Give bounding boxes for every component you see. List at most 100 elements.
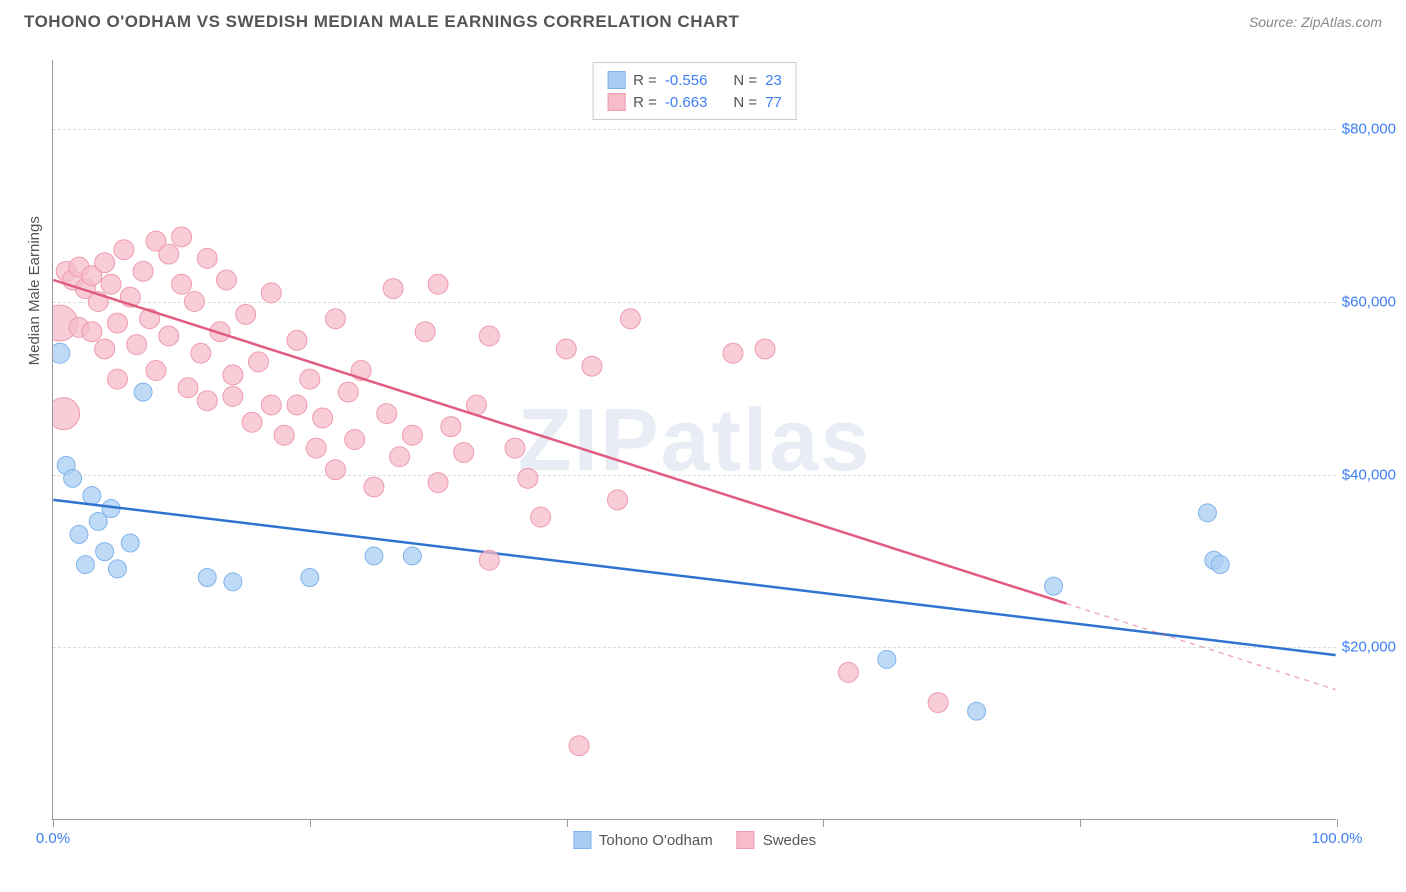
scatter-point-swedes: [928, 693, 948, 713]
scatter-point-swedes: [159, 326, 179, 346]
scatter-point-swedes: [582, 356, 602, 376]
source-credit: Source: ZipAtlas.com: [1249, 14, 1382, 30]
scatter-point-swedes: [197, 248, 217, 268]
scatter-point-swedes: [261, 395, 281, 415]
scatter-point-swedes: [345, 430, 365, 450]
y-axis-title: Median Male Earnings: [26, 216, 43, 365]
legend-item-tohono: Tohono O'odham: [573, 831, 713, 849]
x-tick: [567, 819, 568, 827]
scatter-point-swedes: [338, 382, 358, 402]
y-tick-label: $20,000: [1342, 639, 1396, 656]
scatter-point-tohono: [83, 487, 101, 505]
swatch-tohono: [607, 71, 625, 89]
scatter-point-tohono: [1198, 504, 1216, 522]
scatter-point-swedes: [133, 261, 153, 281]
scatter-point-swedes: [114, 240, 134, 260]
scatter-point-tohono: [878, 650, 896, 668]
scatter-point-swedes: [364, 477, 384, 497]
scatter-point-swedes: [82, 322, 102, 342]
scatter-point-swedes: [191, 343, 211, 363]
scatter-point-swedes: [402, 425, 422, 445]
x-tick: [53, 819, 54, 827]
scatter-point-tohono: [64, 469, 82, 487]
n-value: 77: [765, 94, 782, 111]
scatter-point-swedes: [441, 417, 461, 437]
legend-label: Tohono O'odham: [599, 832, 713, 849]
scatter-point-swedes: [101, 274, 121, 294]
scatter-point-swedes: [428, 473, 448, 493]
scatter-point-swedes: [178, 378, 198, 398]
scatter-point-tohono: [76, 556, 94, 574]
scatter-point-tohono: [301, 569, 319, 587]
correlation-stats-box: R = -0.556 N = 23 R = -0.663 N = 77: [592, 62, 797, 120]
scatter-point-swedes: [306, 438, 326, 458]
scatter-point-swedes: [107, 369, 127, 389]
scatter-point-swedes: [428, 274, 448, 294]
scatter-point-swedes: [755, 339, 775, 359]
r-label: R =: [633, 72, 657, 89]
scatter-point-swedes: [197, 391, 217, 411]
scatter-point-tohono: [134, 383, 152, 401]
x-tick: [310, 819, 311, 827]
stats-row-swedes: R = -0.663 N = 77: [607, 91, 782, 113]
swatch-swedes: [607, 93, 625, 111]
scatter-point-swedes: [313, 408, 333, 428]
x-tick: [823, 819, 824, 827]
trend-line-swedes: [53, 280, 1066, 604]
scatter-point-tohono: [108, 560, 126, 578]
source-prefix: Source:: [1249, 14, 1301, 30]
bottom-legend: Tohono O'odham Swedes: [573, 831, 816, 849]
scatter-point-swedes: [325, 460, 345, 480]
scatter-point-swedes: [274, 425, 294, 445]
scatter-point-swedes: [518, 468, 538, 488]
x-tick: [1080, 819, 1081, 827]
y-tick-label: $40,000: [1342, 466, 1396, 483]
n-value: 23: [765, 72, 782, 89]
r-value: -0.663: [665, 94, 708, 111]
trend-line-dashed-swedes: [1066, 604, 1335, 690]
scatter-point-swedes: [723, 343, 743, 363]
scatter-point-swedes: [479, 550, 499, 570]
scatter-point-swedes: [242, 412, 262, 432]
r-label: R =: [633, 94, 657, 111]
scatter-point-tohono: [198, 569, 216, 587]
scatter-point-swedes: [172, 227, 192, 247]
legend-swatch-swedes: [737, 831, 755, 849]
scatter-point-tohono: [53, 343, 70, 363]
scatter-point-swedes: [454, 442, 474, 462]
scatter-point-tohono: [1045, 577, 1063, 595]
n-label: N =: [733, 72, 757, 89]
scatter-point-swedes: [95, 253, 115, 273]
chart-title: TOHONO O'ODHAM VS SWEDISH MEDIAN MALE EA…: [24, 12, 739, 32]
scatter-point-swedes: [377, 404, 397, 424]
chart-plot-area: ZIPatlas R = -0.556 N = 23 R = -0.663 N …: [52, 60, 1336, 820]
scatter-point-swedes: [184, 292, 204, 312]
scatter-point-swedes: [172, 274, 192, 294]
scatter-point-tohono: [70, 525, 88, 543]
scatter-point-swedes: [383, 279, 403, 299]
x-tick: [1337, 819, 1338, 827]
legend-swatch-tohono: [573, 831, 591, 849]
scatter-point-tohono: [96, 543, 114, 561]
scatter-point-swedes: [249, 352, 269, 372]
scatter-point-swedes: [479, 326, 499, 346]
scatter-point-tohono: [365, 547, 383, 565]
scatter-point-swedes: [216, 270, 236, 290]
legend-item-swedes: Swedes: [737, 831, 816, 849]
scatter-point-swedes: [531, 507, 551, 527]
scatter-point-swedes: [569, 736, 589, 756]
scatter-point-swedes: [127, 335, 147, 355]
scatter-point-swedes: [838, 662, 858, 682]
scatter-point-swedes: [236, 304, 256, 324]
scatter-point-swedes: [556, 339, 576, 359]
scatter-point-tohono: [1211, 556, 1229, 574]
source-name: ZipAtlas.com: [1301, 14, 1382, 30]
scatter-point-swedes: [53, 398, 80, 430]
scatter-point-swedes: [95, 339, 115, 359]
r-value: -0.556: [665, 72, 708, 89]
scatter-point-swedes: [325, 309, 345, 329]
scatter-point-swedes: [608, 490, 628, 510]
scatter-point-swedes: [261, 283, 281, 303]
x-tick-label-left: 0.0%: [36, 830, 70, 847]
scatter-point-swedes: [107, 313, 127, 333]
